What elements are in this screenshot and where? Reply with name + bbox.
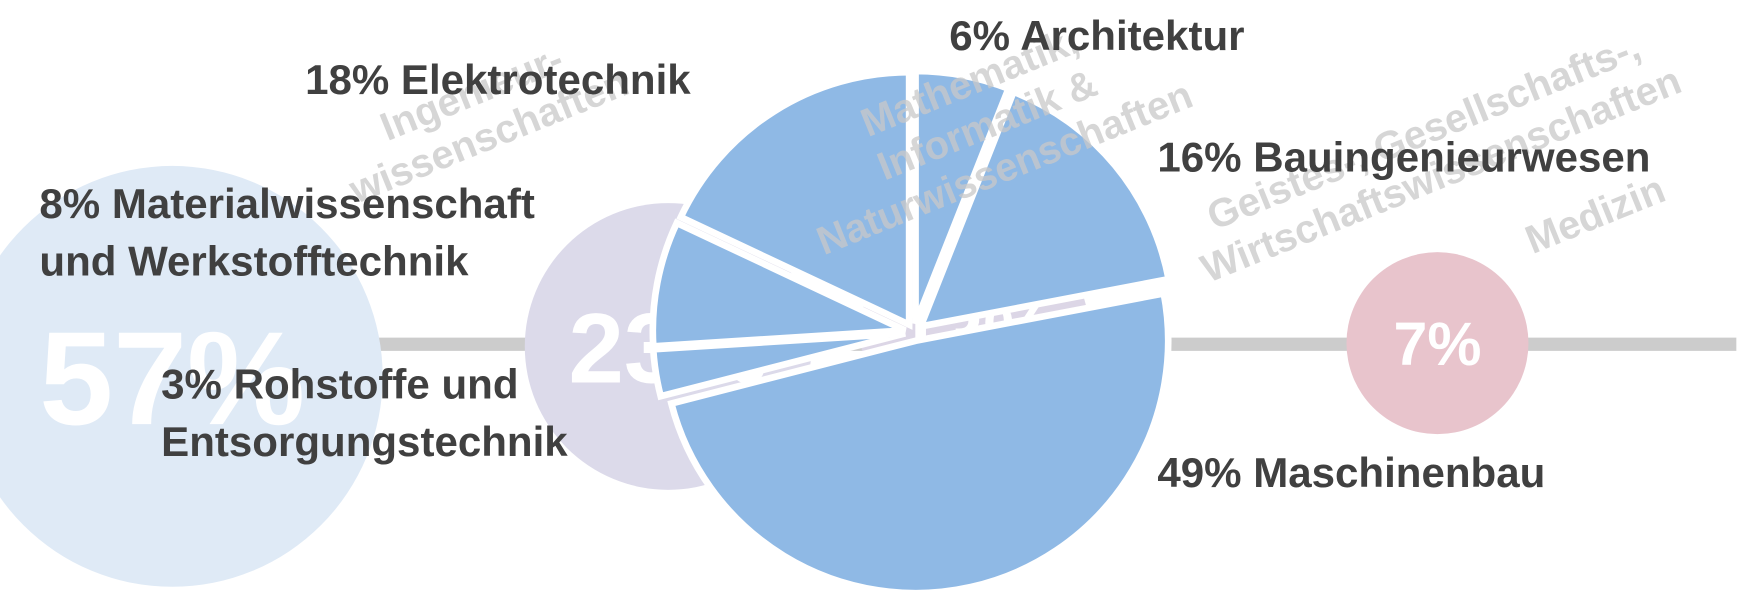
slice-label: 3% Rohstoffe und [161,360,518,407]
group-value-label: 7% [1393,310,1481,378]
pie-slice [912,67,1013,325]
slice-label: 49% Maschinenbau [1157,449,1545,496]
slice-label: 18% Elektrotechnik [305,56,691,103]
group-value-label: 57% [39,305,305,453]
group-bubble [1346,252,1529,435]
slice-label: 16% Bauingenieurwesen [1157,134,1650,181]
group-name: Medizin [1519,167,1671,263]
pie-slice [915,87,1173,331]
slice-label: Entsorgungstechnik [161,418,568,465]
pie-slice [676,68,913,330]
slice-label: 6% Architektur [949,12,1244,59]
pie-slice [667,289,1172,590]
slice-label: und Werkstofftechnik [39,238,469,285]
group-bubble [0,165,383,587]
pie-slice [649,218,907,350]
slice-label: 8% Materialwissenschaft [39,180,534,227]
